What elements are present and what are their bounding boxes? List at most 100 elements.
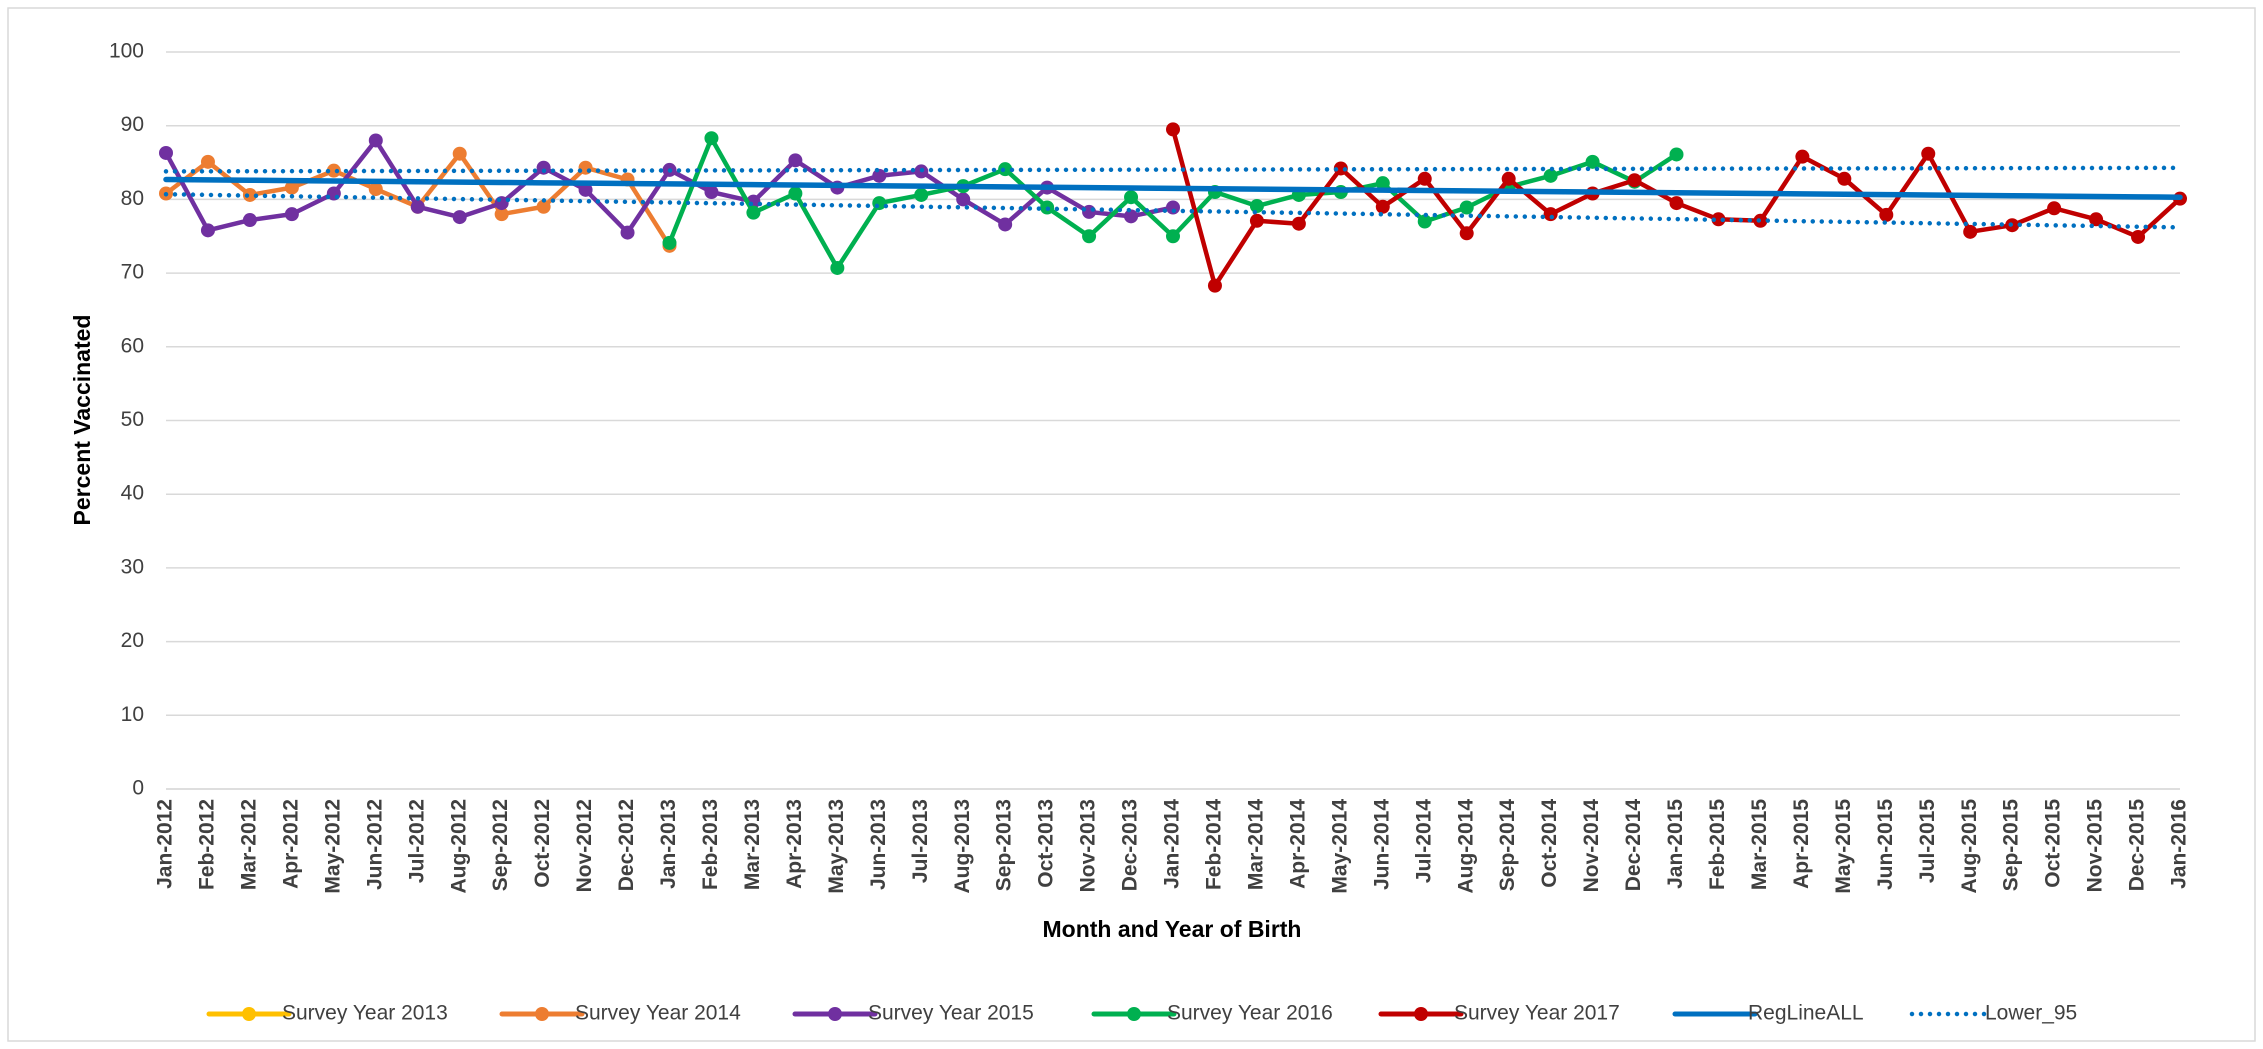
- legend-marker: [1127, 1007, 1141, 1021]
- x-tick-label: Dec-2013: [1119, 799, 1142, 891]
- legend-item: Survey Year 2016: [1091, 1002, 1333, 1025]
- data-point: [242, 213, 257, 228]
- data-point: [452, 210, 467, 225]
- legend-marker: [828, 1007, 842, 1021]
- x-tick-label: Jul-2015: [1916, 799, 1939, 883]
- data-point: [284, 180, 299, 195]
- y-tick-label: 80: [121, 187, 144, 210]
- data-point: [1291, 216, 1306, 231]
- x-tick-label: Jun-2012: [363, 799, 386, 890]
- x-tick-label: Jul-2013: [909, 799, 932, 883]
- data-point: [704, 185, 719, 200]
- x-tick-label: Apr-2012: [279, 799, 302, 889]
- dotted-line: [163, 191, 2183, 230]
- x-tick-label: Nov-2012: [573, 799, 596, 892]
- x-tick-label: Dec-2015: [2126, 799, 2149, 892]
- legend-item: RegLineALL: [1672, 1002, 1864, 1025]
- data-point: [1921, 146, 1936, 161]
- data-point: [1333, 161, 1348, 176]
- data-point: [410, 199, 425, 214]
- x-tick-label: Aug-2013: [951, 799, 974, 894]
- data-point: [284, 207, 299, 222]
- x-tick-label: Nov-2014: [1580, 799, 1603, 893]
- x-tick-label: May-2015: [1832, 799, 1855, 894]
- legend-item: Lower_95: [1909, 1002, 2077, 1025]
- legend-item: Survey Year 2013: [206, 1002, 448, 1025]
- x-tick-label: Feb-2013: [699, 799, 722, 890]
- data-point: [1837, 171, 1852, 186]
- data-point: [998, 162, 1013, 177]
- y-tick-label: 90: [121, 113, 144, 136]
- data-point: [1207, 278, 1222, 293]
- data-point: [1879, 207, 1894, 222]
- x-tick-label: Sep-2014: [1496, 799, 1519, 892]
- x-tick-label: Jan-2013: [657, 799, 680, 889]
- legend-label: Survey Year 2014: [575, 1002, 741, 1025]
- data-point: [1585, 154, 1600, 169]
- data-point: [1711, 212, 1726, 227]
- legend-label: Survey Year 2015: [868, 1002, 1034, 1025]
- data-point: [326, 163, 341, 178]
- x-tick-label: Jan-2015: [1664, 799, 1687, 889]
- data-point: [1795, 149, 1810, 164]
- x-tick-label: May-2013: [825, 799, 848, 894]
- x-tick-label: Apr-2014: [1286, 799, 1309, 889]
- x-tick-label: Sep-2013: [993, 799, 1016, 891]
- x-tick-label: Feb-2012: [196, 799, 219, 890]
- y-axis-title: Percent Vaccinated: [69, 315, 95, 526]
- data-point: [494, 207, 509, 222]
- x-tick-label: Jan-2014: [1161, 799, 1184, 889]
- x-tick-label: Sep-2012: [489, 799, 512, 891]
- data-point: [830, 260, 845, 275]
- data-point: [1124, 190, 1139, 205]
- dotted-line: [163, 165, 2183, 174]
- data-point: [2089, 212, 2104, 227]
- y-tick-label: 10: [121, 703, 144, 726]
- legend-item: Survey Year 2017: [1378, 1002, 1620, 1025]
- x-tick-label: May-2012: [321, 799, 344, 894]
- x-tick-label: Dec-2012: [615, 799, 638, 891]
- data-point: [662, 235, 677, 250]
- data-point: [1501, 171, 1516, 186]
- legend-item: Survey Year 2014: [499, 1002, 741, 1025]
- x-tick-label: Nov-2013: [1077, 799, 1100, 892]
- x-tick-label: Aug-2012: [447, 799, 470, 894]
- data-point: [704, 131, 719, 146]
- legend-marker: [1414, 1007, 1428, 1021]
- y-tick-label: 100: [109, 40, 144, 63]
- legend-label: Lower_95: [1985, 1002, 2077, 1025]
- series-line: [163, 176, 2183, 200]
- x-tick-label: Aug-2015: [1958, 799, 1981, 894]
- legend-label: Survey Year 2013: [282, 1002, 448, 1025]
- data-point: [1543, 168, 1558, 183]
- x-tick-label: Dec-2014: [1622, 799, 1645, 892]
- x-tick-label: Jan-2012: [154, 799, 177, 889]
- x-tick-label: Mar-2015: [1748, 799, 1771, 890]
- data-point: [536, 160, 551, 175]
- legend-label: RegLineALL: [1748, 1002, 1864, 1025]
- x-tick-label: Jun-2013: [867, 799, 890, 890]
- data-point: [1166, 200, 1180, 215]
- data-point: [242, 187, 257, 202]
- data-point: [368, 133, 383, 148]
- y-tick-label: 50: [121, 408, 144, 431]
- x-tick-label: Jun-2014: [1370, 799, 1393, 890]
- data-point: [200, 223, 215, 238]
- data-point: [620, 225, 635, 240]
- data-point: [1124, 209, 1139, 224]
- data-point: [1459, 200, 1474, 215]
- y-tick-label: 70: [121, 261, 144, 284]
- data-point: [1669, 196, 1684, 211]
- data-point: [956, 192, 971, 207]
- y-tick-label: 0: [132, 777, 144, 800]
- x-tick-label: Oct-2012: [531, 799, 554, 888]
- data-point: [1082, 204, 1097, 219]
- x-tick-label: Feb-2014: [1203, 799, 1226, 890]
- y-tick-label: 40: [121, 482, 144, 505]
- data-point: [872, 196, 887, 211]
- data-point: [1627, 173, 1642, 188]
- data-point: [1166, 122, 1180, 137]
- y-tick-label: 20: [121, 629, 144, 652]
- x-tick-label: Jul-2014: [1412, 799, 1435, 883]
